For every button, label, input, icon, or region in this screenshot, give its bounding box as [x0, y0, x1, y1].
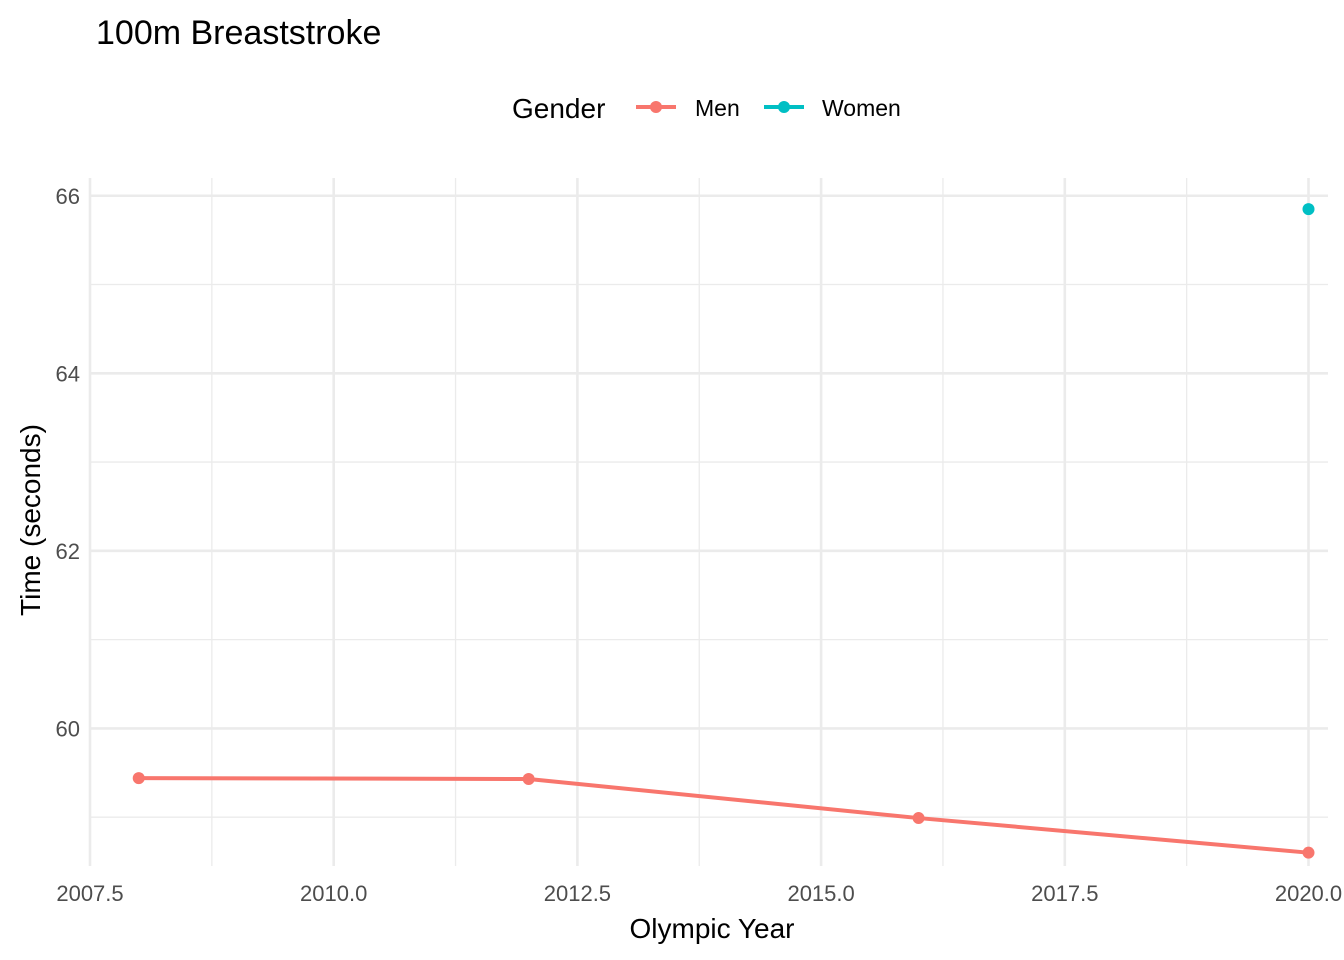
- x-tick-label: 2012.5: [544, 881, 611, 906]
- series-women: [1302, 203, 1315, 216]
- data-point-men: [132, 772, 145, 785]
- y-tick-label: 60: [56, 716, 80, 741]
- data-point-men: [912, 812, 925, 825]
- y-tick-label: 64: [56, 361, 80, 386]
- plot-grid: [88, 178, 1328, 866]
- x-tick-label: 2015.0: [787, 881, 854, 906]
- legend-title: Gender: [512, 93, 605, 124]
- legend-label: Men: [695, 95, 740, 121]
- y-axis-ticks: 60 62 64 66: [56, 184, 80, 742]
- series-men: [132, 772, 1315, 859]
- x-tick-label: 2020.0: [1275, 881, 1342, 906]
- legend-key-point: [650, 101, 662, 113]
- legend-label: Women: [822, 95, 901, 121]
- x-tick-label: 2010.0: [300, 881, 367, 906]
- data-point-men: [522, 773, 535, 786]
- x-tick-label: 2007.5: [56, 881, 123, 906]
- data-point-men: [1302, 846, 1315, 859]
- y-tick-label: 62: [56, 539, 80, 564]
- series-layer: [132, 203, 1315, 859]
- series-line-men: [138, 776, 1309, 855]
- chart-title: 100m Breaststroke: [96, 14, 381, 52]
- legend-items: Men Women: [636, 95, 901, 121]
- y-axis-title: Time (seconds): [15, 424, 46, 616]
- x-axis-title: Olympic Year: [630, 913, 795, 944]
- legend: Gender Men Women: [512, 93, 901, 124]
- y-tick-label: 66: [56, 184, 80, 209]
- legend-key-point: [778, 101, 790, 113]
- legend-item-men: Men: [636, 95, 740, 121]
- x-tick-label: 2017.5: [1031, 881, 1098, 906]
- legend-item-women: Women: [764, 95, 901, 121]
- x-axis-ticks: 2007.5 2010.0 2012.5 2015.0 2017.5 2020.0: [56, 881, 1342, 906]
- data-point-women: [1302, 203, 1315, 216]
